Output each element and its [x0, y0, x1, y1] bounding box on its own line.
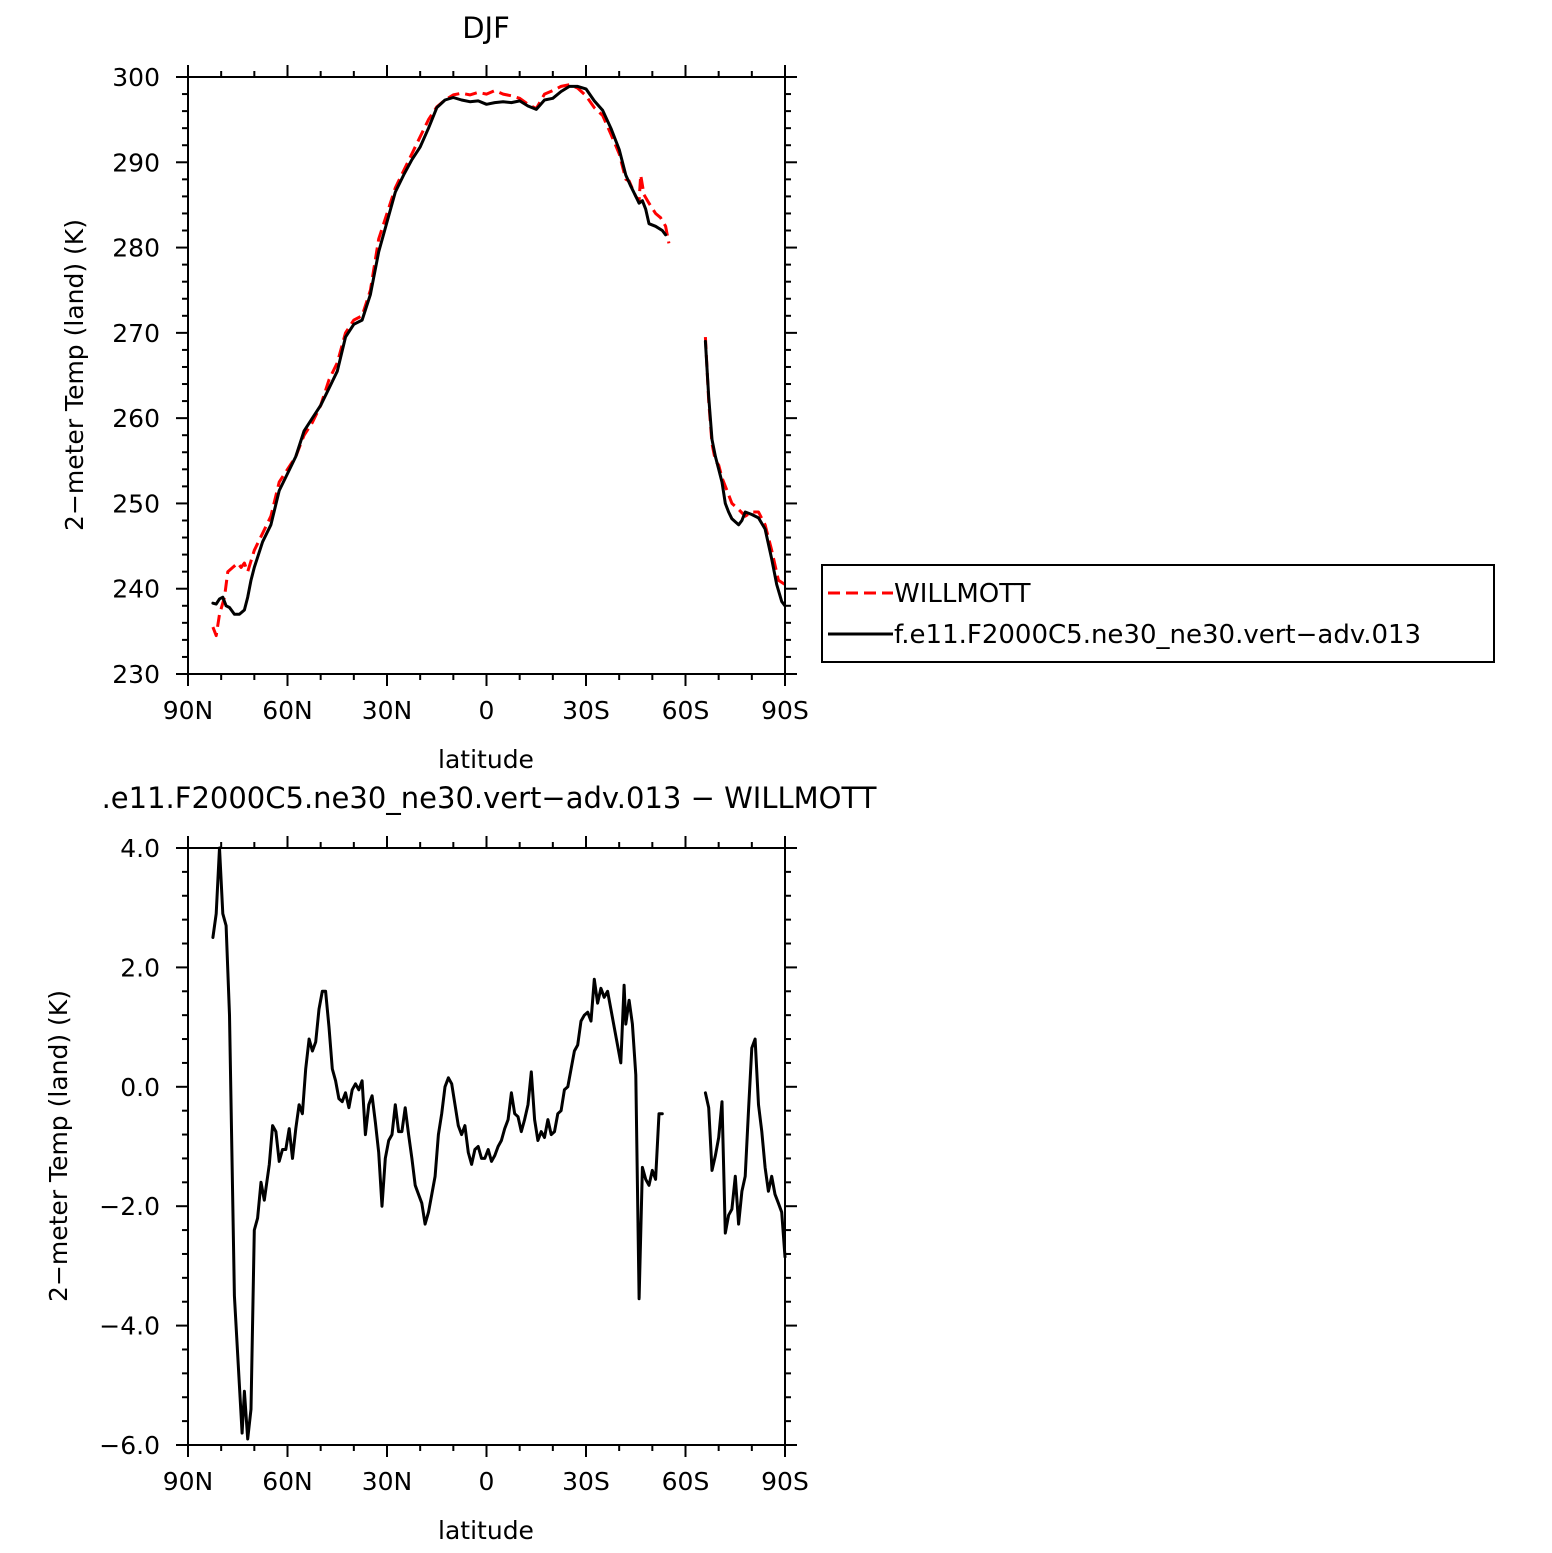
top-x-tick-label: 60N: [262, 696, 313, 725]
top-x-tick-labels: 90N 60N 30N 0 30S 60S 90S: [163, 696, 809, 725]
top-y-tick-label: 230: [112, 660, 160, 689]
bottom-series-0-segment-1: [703, 1037, 787, 1259]
top-x-tick-label: 90N: [163, 696, 214, 725]
bottom-x-tick-label: 0: [479, 1467, 495, 1496]
top-x-tick-label: 90S: [761, 696, 809, 725]
top-series-1-segment-0: [211, 84, 668, 616]
top-y-tick-label: 250: [112, 489, 160, 518]
top-y-tick-label: 270: [112, 319, 160, 348]
bottom-x-axis-label: latitude: [438, 1516, 534, 1545]
panel-bottom-chart: .e11.F2000C5.ne30_ne30.vert−adv.013 − WI…: [44, 781, 877, 1545]
top-y-tick-labels: 230 240 250 260 270 280 290 300: [112, 63, 160, 689]
top-chart-title: DJF: [462, 11, 510, 45]
top-y-tick-label: 240: [112, 575, 160, 604]
top-y-axis-label: 2−meter Temp (land) (K): [60, 219, 89, 531]
bottom-x-tick-label: 30N: [362, 1467, 413, 1496]
bottom-x-tick-label: 60N: [262, 1467, 313, 1496]
top-series-1-segment-1: [703, 339, 787, 608]
legend: WILLMOTT f.e11.F2000C5.ne30_ne30.vert−ad…: [821, 564, 1495, 663]
top-x-tick-label: 30N: [362, 696, 413, 725]
bottom-y-axis-label: 2−meter Temp (land) (K): [44, 990, 73, 1302]
top-x-axis-label: latitude: [438, 745, 534, 774]
bottom-y-tick-labels: −6.0 −4.0 −2.0 0.0 2.0 4.0: [99, 834, 160, 1460]
bottom-x-tick-label: 90S: [761, 1467, 809, 1496]
bottom-x-tick-labels: 90N 60N 30N 0 30S 60S 90S: [163, 1467, 809, 1496]
bottom-x-tick-label: 90N: [163, 1467, 214, 1496]
legend-box: [821, 564, 1495, 663]
legend-label-model: f.e11.F2000C5.ne30_ne30.vert−adv.013: [894, 620, 1421, 650]
bottom-x-tick-label: 60S: [662, 1467, 710, 1496]
top-plot-frame: [187, 76, 786, 675]
bottom-plot-frame: [187, 847, 786, 1446]
top-series-group: [211, 83, 787, 638]
bottom-y-tick-label: −6.0: [99, 1431, 160, 1460]
top-x-tick-label: 60S: [662, 696, 710, 725]
panel-top-chart: DJF 230 240 250 260 270 280 290 300 90N 60N 30N 0 3…: [60, 11, 809, 774]
bottom-y-tick-label: 0.0: [120, 1073, 160, 1102]
top-y-tick-label: 260: [112, 404, 160, 433]
top-y-tick-label: 290: [112, 148, 160, 177]
bottom-series-0-segment-0: [211, 846, 664, 1441]
bottom-x-tick-label: 30S: [562, 1467, 610, 1496]
bottom-y-tick-label: 2.0: [120, 953, 160, 982]
top-x-tick-label: 30S: [562, 696, 610, 725]
top-y-tick-label: 300: [112, 63, 160, 92]
top-y-tick-label: 280: [112, 234, 160, 263]
bottom-tick-marks: [176, 836, 797, 1457]
bottom-chart-title: .e11.F2000C5.ne30_ne30.vert−adv.013 − WI…: [102, 781, 877, 815]
bottom-y-tick-label: 4.0: [120, 834, 160, 863]
bottom-y-tick-label: −4.0: [99, 1312, 160, 1341]
top-series-0-segment-0: [211, 83, 671, 638]
bottom-y-tick-label: −2.0: [99, 1192, 160, 1221]
top-tick-marks: [176, 65, 797, 686]
top-x-tick-label: 0: [479, 696, 495, 725]
legend-label-willmott: WILLMOTT: [894, 579, 1031, 609]
bottom-series-group: [211, 846, 787, 1441]
